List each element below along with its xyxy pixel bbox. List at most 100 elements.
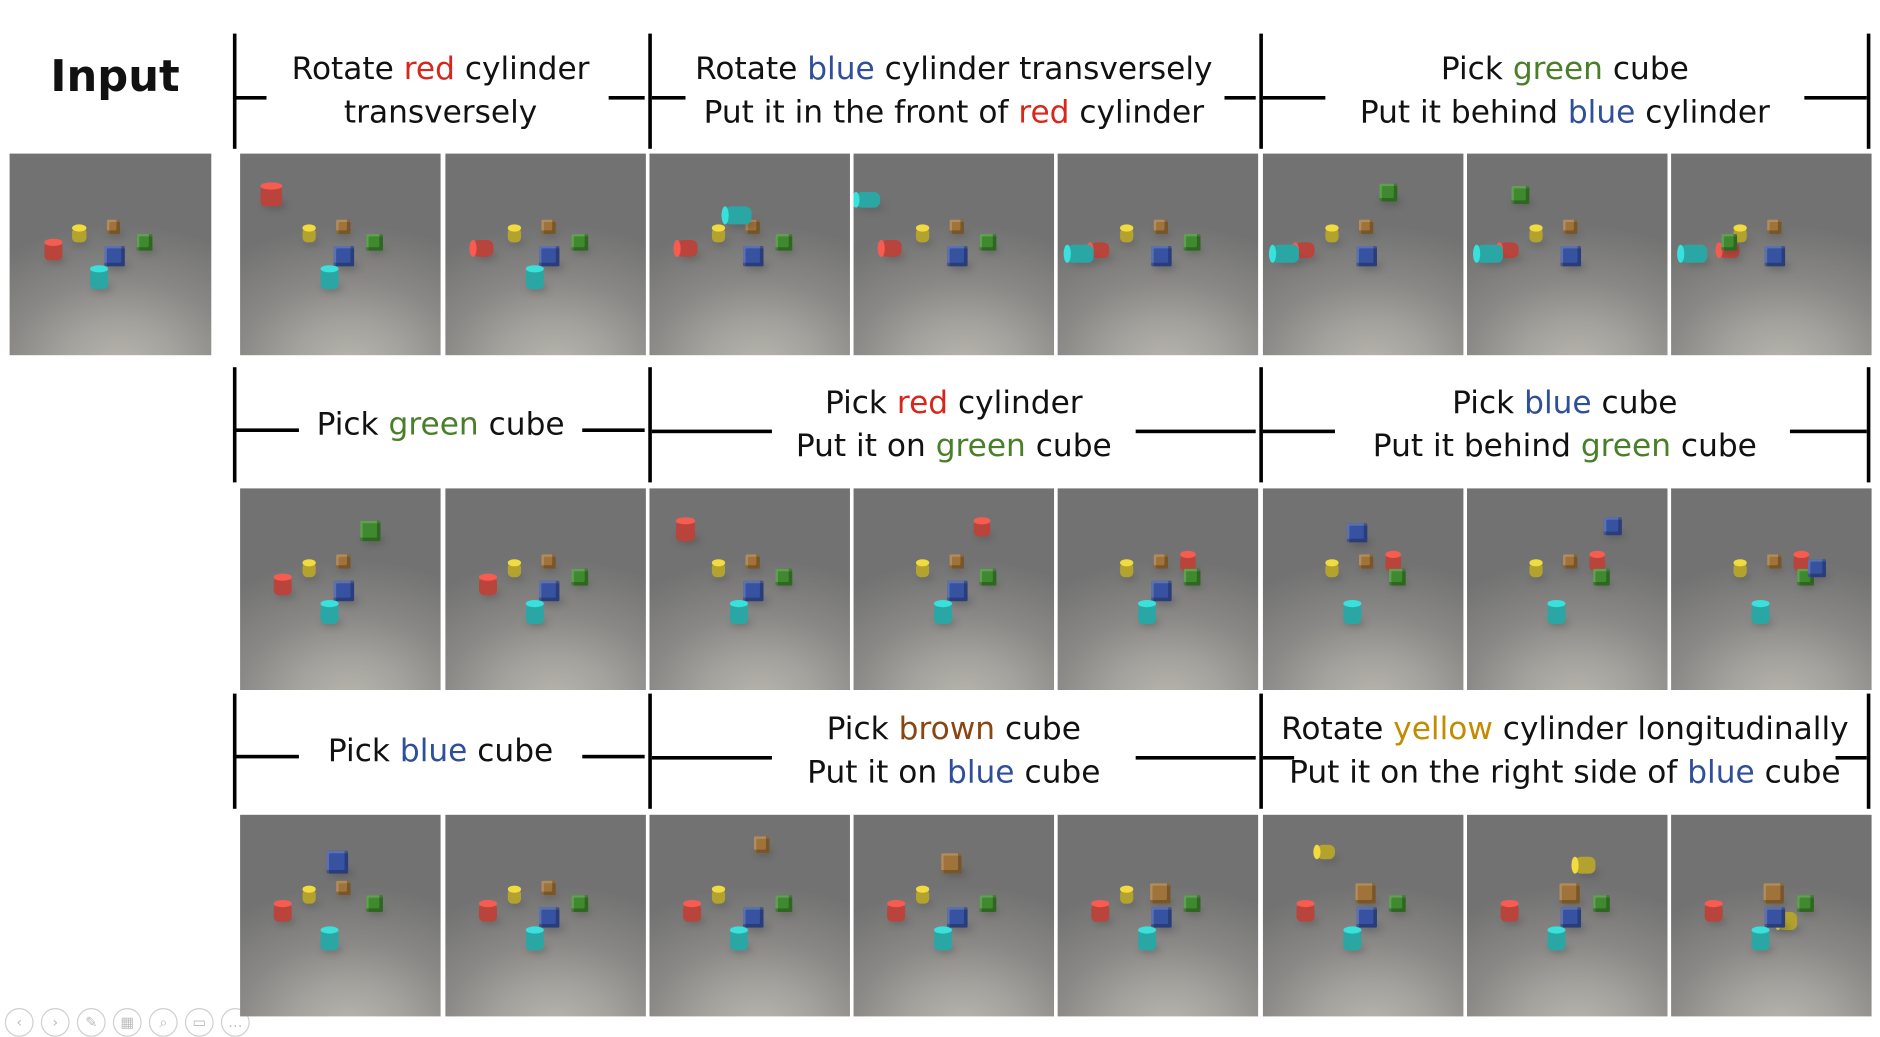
red-cylinder: [1295, 242, 1316, 259]
blue-cube: [1151, 581, 1172, 602]
instruction-header: Rotate yellow cylinder longitudinally Put…: [1259, 694, 1870, 809]
blue-cube: [947, 246, 968, 267]
group-bracket-left: [648, 367, 652, 483]
red-cylinder: [683, 903, 702, 922]
instruction-header: Pick blue cube: [233, 694, 648, 809]
forward-icon[interactable]: ›: [40, 1008, 70, 1037]
brown-cube: [1149, 883, 1170, 904]
cyan-cylinder: [933, 603, 952, 624]
red-cylinder: [1793, 554, 1810, 572]
instruction-line: Pick blue cube: [328, 730, 553, 773]
color-word: green: [1512, 51, 1603, 88]
result-scene-image: [853, 153, 1055, 356]
brown-cube: [336, 881, 351, 896]
brown-cube: [1359, 554, 1374, 570]
red-cylinder: [1091, 903, 1110, 922]
cyan-cylinder: [1272, 244, 1299, 263]
pen-icon[interactable]: ✎: [76, 1008, 106, 1037]
green-cube: [571, 895, 588, 912]
instruction-word: Pick: [316, 406, 389, 443]
yellow-cylinder: [915, 889, 930, 904]
brown-cube: [1153, 220, 1168, 235]
instruction-line: transversely: [292, 91, 590, 134]
result-scene-image: [1262, 153, 1464, 356]
instruction-word: Pick: [824, 385, 897, 422]
green-cube: [571, 569, 588, 586]
red-cylinder: [1589, 554, 1606, 572]
group-stub-left: [651, 96, 686, 100]
grid-icon[interactable]: ▦: [112, 1008, 142, 1037]
red-cylinder: [473, 240, 494, 257]
red-cylinder: [1296, 903, 1316, 922]
group-bracket-left: [1259, 367, 1263, 483]
instruction-line: Pick red cylinder: [796, 382, 1112, 425]
result-scene-image: [1057, 814, 1259, 1017]
instruction-line: Put it on blue cube: [807, 751, 1100, 794]
group-stub-left: [1262, 96, 1326, 100]
instruction-text: Rotate blue cylinder transversely Put it …: [695, 48, 1212, 134]
yellow-cylinder: [1733, 562, 1748, 578]
instruction-text: Rotate red cylinder transversely: [292, 48, 590, 134]
blue-cube: [326, 851, 349, 874]
yellow-cylinder: [302, 228, 317, 243]
group-stub-left: [651, 756, 772, 760]
result-scene-image: [853, 488, 1055, 690]
group-bracket-left: [232, 367, 237, 483]
blue-cube: [1347, 522, 1368, 543]
brown-cube: [336, 554, 351, 570]
green-cube: [1389, 569, 1406, 586]
back-icon[interactable]: ‹: [4, 1008, 34, 1037]
object-shadow: [857, 204, 885, 211]
green-cube: [775, 895, 792, 912]
blue-cube: [947, 581, 968, 602]
green-cube: [136, 234, 153, 251]
zoom-icon[interactable]: ⌕: [148, 1008, 178, 1037]
yellow-cylinder: [1529, 562, 1544, 578]
green-cube: [1389, 895, 1406, 912]
instruction-line: Pick green cube: [1360, 48, 1770, 91]
instruction-word: cylinder: [1069, 94, 1205, 131]
red-cylinder: [881, 240, 902, 257]
result-scene-image: [240, 488, 441, 690]
instruction-word: Put it on the right side of: [1289, 754, 1688, 791]
cyan-cylinder: [729, 603, 748, 624]
green-cube: [1511, 185, 1530, 204]
red-cylinder: [43, 242, 63, 261]
red-cylinder: [260, 185, 283, 207]
yellow-cylinder: [1119, 228, 1134, 243]
brown-cube: [1355, 883, 1376, 904]
red-cylinder: [1499, 242, 1520, 259]
instruction-word: cylinder: [454, 51, 590, 88]
group-stub-right: [582, 754, 645, 759]
instruction-text: Pick green cube Put it behind blue cylind…: [1360, 48, 1770, 134]
result-scene-image: [1671, 814, 1872, 1017]
yellow-cylinder: [711, 228, 726, 243]
green-cube: [1183, 895, 1200, 912]
brown-cube: [1563, 220, 1578, 235]
instruction-header: Pick brown cube Put it on blue cube: [648, 694, 1259, 809]
group-bracket-left: [232, 693, 237, 809]
cyan-cylinder: [525, 268, 544, 289]
instruction-header: Rotate blue cylinder transversely Put it …: [648, 34, 1259, 149]
instruction-word: cube: [995, 711, 1081, 748]
blue-cube: [539, 907, 560, 928]
instruction-text: Pick green cube: [317, 403, 565, 446]
screen-icon[interactable]: ▭: [184, 1008, 214, 1037]
instruction-word: Put it behind: [1359, 94, 1568, 131]
instruction-word: Pick: [1440, 51, 1513, 88]
cyan-cylinder: [1547, 603, 1566, 624]
green-cube: [360, 520, 381, 541]
instruction-line: Pick brown cube: [807, 708, 1100, 751]
result-scene-image: [1467, 814, 1668, 1017]
blue-cube: [539, 246, 560, 267]
instruction-word: Put it in the front of: [703, 94, 1019, 131]
red-cylinder: [274, 577, 293, 596]
result-scene-image: [649, 153, 850, 356]
cyan-cylinder: [1343, 603, 1362, 624]
red-cylinder: [479, 577, 498, 596]
group-stub-right: [1789, 429, 1867, 434]
instruction-word: cube: [1754, 754, 1841, 791]
blue-cube: [1807, 558, 1826, 578]
green-cube: [1593, 895, 1610, 912]
